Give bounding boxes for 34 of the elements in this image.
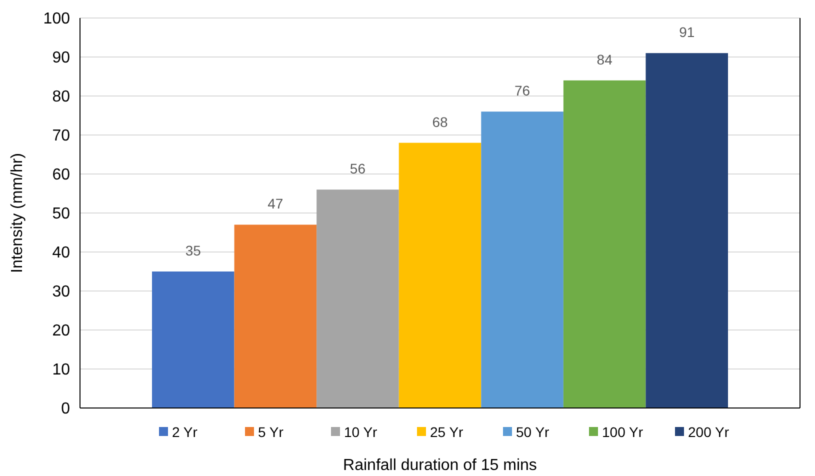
bar [316, 190, 399, 408]
bar [481, 112, 564, 408]
data-label: 56 [350, 160, 366, 177]
y-axis-title: Intensity (mm/hr) [9, 152, 26, 274]
bar [152, 272, 234, 408]
data-label: 47 [268, 196, 284, 212]
data-label: 91 [679, 24, 695, 40]
bar [646, 53, 728, 408]
legend-label: 50 Yr [516, 424, 550, 440]
y-tick-label: 80 [52, 88, 70, 106]
y-tick-label: 100 [43, 10, 70, 28]
bar [563, 80, 646, 408]
data-label: 68 [432, 114, 448, 130]
y-tick-label: 70 [52, 128, 70, 145]
data-label: 35 [185, 242, 202, 258]
legend-label: 100 Yr [602, 424, 644, 440]
legend-label: 2 Yr [172, 424, 198, 440]
data-label: 76 [514, 82, 530, 99]
y-tick-label: 40 [52, 244, 70, 262]
legend-label: 5 Yr [258, 424, 284, 440]
data-label: 84 [596, 51, 613, 68]
legend-label: 25 Yr [430, 424, 464, 440]
legend-label: 10 Yr [344, 424, 378, 440]
y-tick-label: 60 [52, 166, 70, 184]
legend-label: 200 Yr [688, 424, 730, 440]
y-tick-label: 10 [52, 362, 70, 379]
x-axis-title: Rainfall duration of 15 mins [343, 457, 537, 474]
y-tick-label: 90 [52, 50, 70, 67]
y-tick-label: 0 [61, 400, 70, 418]
y-tick-label: 20 [52, 322, 70, 340]
bar [398, 142, 482, 408]
y-tick-label: 50 [52, 206, 70, 223]
y-tick-label: 30 [52, 284, 70, 301]
bar [234, 224, 317, 408]
